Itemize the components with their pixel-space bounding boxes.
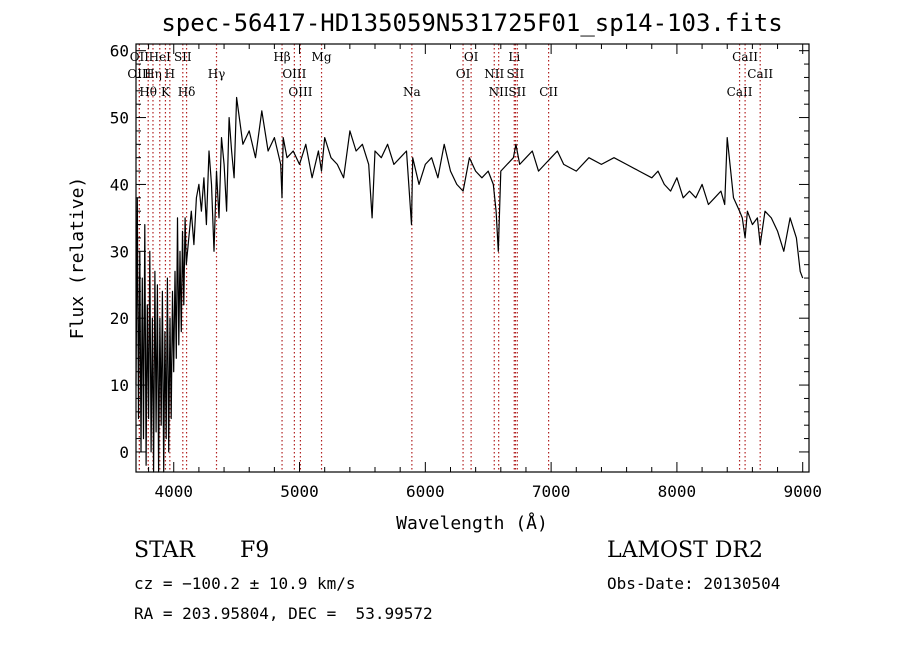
ra-dec: RA = 203.95804, DEC = 53.99572 (134, 604, 433, 623)
line-marker-label-16: OI (464, 50, 479, 64)
line-marker-label-18: NII (489, 85, 509, 99)
line-marker-label-2: Hθ (139, 85, 157, 99)
object-subclass: F9 (240, 538, 270, 563)
line-marker-label-13: Mg (312, 50, 332, 64)
plot-frame (135, 43, 810, 473)
line-marker-label-5: K (161, 85, 171, 99)
spectrum-line (135, 96, 804, 473)
y-tick-label-2: 20 (110, 309, 129, 328)
y-tick-label-6: 60 (110, 42, 129, 61)
x-axis-label: Wavelength (Å) (396, 512, 548, 534)
line-marker-label-17: NII (484, 67, 504, 81)
x-tick-label-3: 7000 (532, 482, 571, 501)
line-marker-label-10: Hβ (273, 50, 290, 64)
x-tick-label-2: 6000 (406, 482, 445, 501)
chart-title: spec-56417-HD135059N531725F01_sp14-103.f… (161, 9, 782, 37)
y-tick-label-5: 50 (110, 109, 129, 128)
line-marker-label-15: OI (456, 67, 471, 81)
line-marker-label-21: SII (508, 85, 526, 99)
line-marker-label-14: Na (403, 85, 421, 99)
line-marker-label-22: CII (539, 85, 558, 99)
line-marker-label-12: OIII (288, 85, 312, 99)
line-marker-label-24: CaII (732, 50, 758, 64)
line-marker-label-19: Li (508, 50, 520, 64)
line-marker-label-11: OIII (282, 67, 306, 81)
y-tick-label-4: 40 (110, 175, 129, 194)
line-marker-label-25: CaII (747, 67, 773, 81)
line-marker-label-6: H (165, 67, 175, 81)
survey-name: LAMOST DR2 (607, 538, 763, 563)
line-marker-label-7: SII (174, 50, 192, 64)
y-tick-label-1: 10 (110, 376, 129, 395)
line-marker-label-1: OIII (127, 67, 151, 81)
obs-date: Obs-Date: 20130504 (607, 574, 781, 593)
x-tick-label-0: 4000 (154, 482, 193, 501)
spectral-line-markers: OIIOIIIHθHηHeIKHSIIHδHγHβOIIIOIIIMgNaOIO… (127, 44, 773, 472)
x-tick-label-5: 9000 (783, 482, 822, 501)
object-class: STAR (134, 538, 195, 563)
y-tick-label-3: 30 (110, 242, 129, 261)
line-marker-label-23: CaII (727, 85, 753, 99)
line-marker-label-3: Hη (144, 67, 162, 81)
line-marker-label-9: Hγ (208, 67, 226, 81)
line-marker-label-20: SII (507, 67, 525, 81)
x-tick-label-4: 8000 (658, 482, 697, 501)
x-tick-label-1: 5000 (280, 482, 319, 501)
y-tick-label-0: 0 (119, 443, 129, 462)
redshift-cz: cz = −100.2 ± 10.9 km/s (134, 574, 356, 593)
line-marker-label-8: Hδ (178, 85, 196, 99)
y-axis-label: Flux (relative) (67, 177, 88, 340)
line-marker-label-4: HeI (149, 50, 172, 64)
